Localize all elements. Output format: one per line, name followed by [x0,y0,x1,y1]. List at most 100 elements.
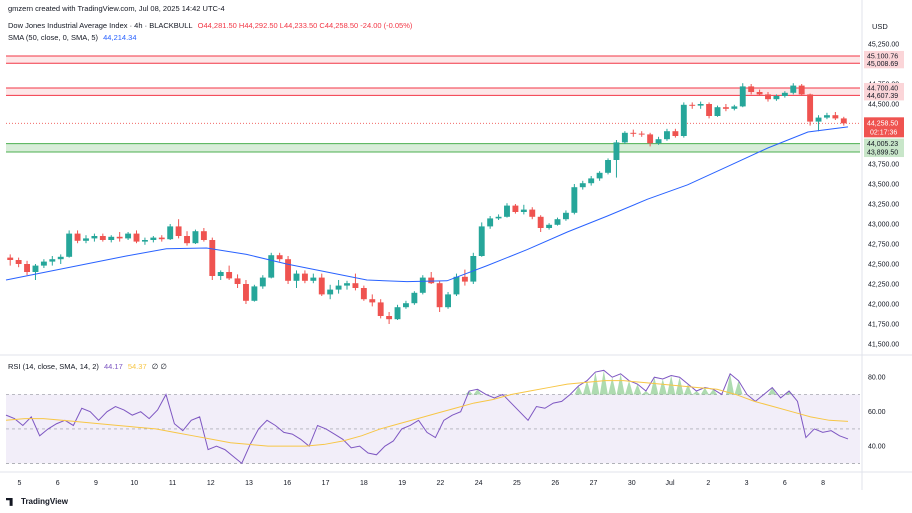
time-tick-label: 19 [398,480,406,487]
candle-body [403,303,409,308]
candle-body [234,278,241,284]
candle-body [546,224,553,228]
candle-body [411,292,418,304]
last-price-label: 44,258.50 [867,120,898,127]
candle-body [32,265,39,272]
candle-body [596,172,603,179]
candle-body [824,115,830,118]
candle-body [285,259,292,281]
candle-body [638,133,645,135]
time-tick-label: 27 [590,480,598,487]
candle-body [386,316,393,320]
sma-legend[interactable]: SMA (50, close, 0, SMA, 5) 44,214.34 [8,33,140,42]
currency-label[interactable]: USD [872,22,888,31]
tradingview-logo[interactable]: TradingView [6,497,68,506]
candle-body [318,277,325,295]
candle-body [369,299,376,303]
time-tick-label: Jul [666,480,675,487]
price-tick-label: 41,750.00 [868,322,899,329]
candle-body [108,236,115,240]
zone-price-tag [864,58,904,69]
time-tick-label: 16 [283,480,291,487]
candle-body [377,302,384,316]
candle-body [268,255,275,278]
candle-body [83,238,89,241]
rsi-legend[interactable]: RSI (14, close, SMA, 14, 2) 44.17 54.37 … [8,362,170,371]
zone-price-label: 44,700.40 [867,85,898,92]
candle-body [571,187,578,213]
candle-body [453,276,460,295]
candle-body [512,205,519,212]
candle-body [352,283,359,288]
rsi-ma-line [5,380,849,447]
candle-body [40,261,47,266]
candle-body [66,233,73,257]
candle-body [141,240,148,242]
candle-body [529,209,536,217]
candle-body [293,273,300,281]
candle-body [167,226,174,240]
candle-body [461,276,468,282]
price-tick-label: 45,250.00 [868,42,899,49]
rsi-value: 44.17 [103,362,123,371]
candle-body [301,273,308,281]
symbol-header: Dow Jones Industrial Average Index · 4h … [8,21,415,30]
candle-body [487,218,494,227]
rsi-overbought-fill [465,370,794,395]
time-tick-label: 22 [436,480,444,487]
symbol-title[interactable]: Dow Jones Industrial Average Index · 4h … [8,21,193,30]
rsi-tick-label: 60.00 [868,409,886,416]
candle-body [478,226,485,256]
price-tick-label: 42,250.00 [868,282,899,289]
price-tick-label: 42,750.00 [868,242,899,249]
candle-body [200,231,207,240]
time-tick-label: 6 [56,480,60,487]
zone-price-tag [864,90,904,101]
zone-price-label: 43,899.50 [867,150,898,157]
zone-price-label: 44,607.39 [867,93,898,100]
candle-body [605,160,611,173]
candle-body [672,131,679,136]
rsi-ma-value: 54.37 [127,362,147,371]
time-tick-label: 30 [628,480,636,487]
time-tick-label: 18 [360,480,368,487]
candle-body [621,132,628,143]
rsi-tick-label: 40.00 [868,444,886,451]
candle-body [722,107,729,109]
candle-body [24,264,30,272]
candle-body [74,233,81,241]
price-tick-label: 44,500.00 [868,102,899,109]
candle-body [192,231,199,244]
price-tick-label: 43,000.00 [868,222,899,229]
candle-body [276,255,283,260]
candle-body [259,277,266,287]
candle-body [554,219,561,225]
time-tick-label: 13 [245,480,253,487]
candle-body [655,139,662,144]
candle-body [243,284,249,301]
candle-body [613,142,620,160]
time-tick-label: 5 [17,480,21,487]
zone-price-tag [864,50,904,61]
zone-price-label: 45,008.69 [867,61,898,68]
candle-body [91,236,98,239]
time-tick-label: 25 [513,480,521,487]
time-tick-label: 10 [130,480,138,487]
candle-body [251,286,258,301]
candle-body [781,92,788,96]
time-tick-label: 2 [706,480,710,487]
candle-body [226,272,233,279]
candle-body [133,233,140,242]
time-tick-label: 26 [551,480,559,487]
candle-body [495,216,502,219]
candle-body [731,106,738,109]
zone-price-tag [864,82,904,93]
candle-body [327,289,334,295]
candle-body [49,259,56,262]
price-tick-label: 42,500.00 [868,262,899,269]
rsi-tick-label: 80.00 [868,375,886,382]
candle-body [689,104,696,106]
support-zone [6,143,860,153]
time-tick-label: 11 [169,480,176,487]
